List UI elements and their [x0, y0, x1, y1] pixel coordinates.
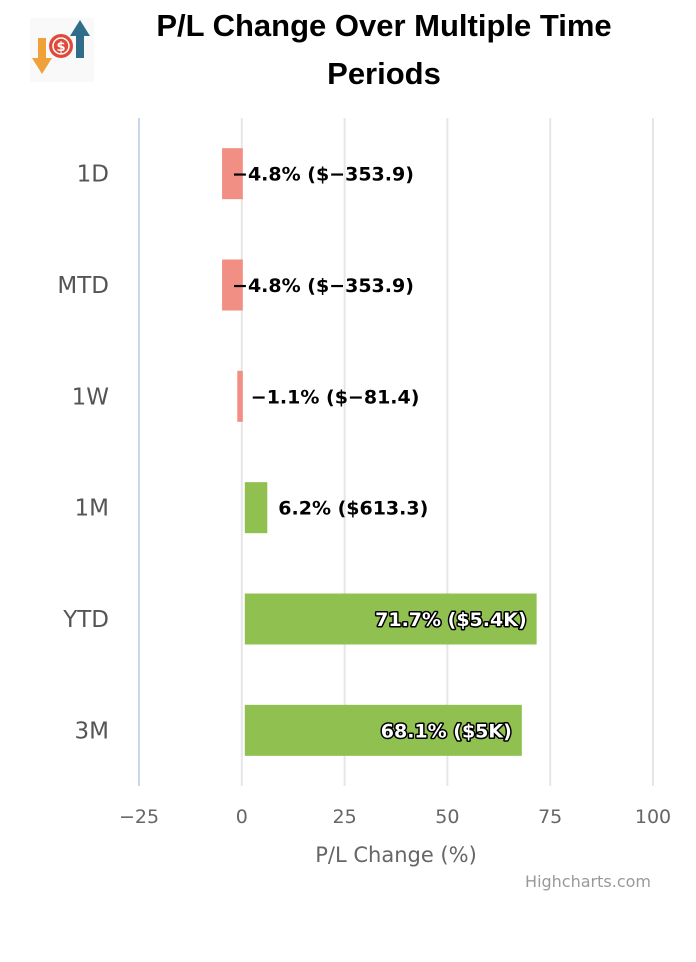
x-tick-label: −25 [119, 806, 159, 828]
bar[interactable] [244, 482, 268, 534]
data-label: 71.7% ($5.4K) [375, 609, 527, 631]
x-tick-label: 100 [635, 806, 671, 828]
bar[interactable] [244, 593, 537, 645]
category-label: 1D [77, 162, 109, 188]
category-label: 1M [75, 496, 109, 522]
data-label: −1.1% ($−81.4) [251, 386, 420, 408]
x-axis-title: P/L Change (%) [315, 843, 477, 867]
bars [222, 148, 537, 756]
data-label: 6.2% ($613.3) [278, 498, 428, 520]
bar[interactable] [222, 259, 243, 311]
bar[interactable] [222, 148, 243, 200]
x-tick-label: 0 [236, 806, 248, 828]
data-label: −4.8% ($−353.9) [232, 275, 414, 297]
category-label: 1W [72, 384, 109, 410]
data-labels: −4.8% ($−353.9) −4.8% ($−353.9) −1.1% ($−8… [232, 164, 528, 744]
category-label: YTD [62, 607, 109, 633]
gridlines [138, 118, 654, 786]
pl-logo-icon: $ [30, 18, 94, 82]
x-tick-label: 25 [333, 806, 357, 828]
category-label: 3M [75, 718, 109, 744]
chart-title: P/L Change Over Multiple Time Periods [156, 8, 612, 91]
bar[interactable] [237, 370, 243, 422]
data-label: 68.1% ($5K) [381, 720, 512, 742]
x-tick-label: 75 [538, 806, 562, 828]
category-label: MTD [57, 273, 109, 299]
bar[interactable] [244, 704, 522, 756]
credits-link[interactable]: Highcharts.com [525, 872, 651, 891]
category-labels: 1D MTD 1W 1M YTD 3M [57, 162, 109, 745]
x-tick-label: 50 [435, 806, 459, 828]
data-label: −4.8% ($−353.9) [232, 164, 414, 186]
svg-text:$: $ [56, 40, 65, 55]
tick-labels: −25 0 25 50 75 100 [119, 806, 671, 828]
